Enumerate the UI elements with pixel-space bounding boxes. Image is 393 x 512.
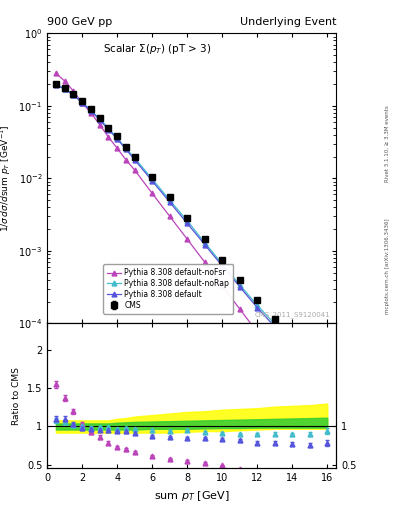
Pythia 8.308 default	[150, 178, 154, 184]
Pythia 8.308 default	[272, 324, 277, 330]
Legend: Pythia 8.308 default-noFsr, Pythia 8.308 default-noRap, Pythia 8.308 default, CM: Pythia 8.308 default-noFsr, Pythia 8.308…	[103, 264, 233, 314]
Pythia 8.308 default-noRap	[115, 135, 119, 141]
Pythia 8.308 default	[88, 108, 93, 114]
Pythia 8.308 default-noRap	[106, 125, 111, 132]
Pythia 8.308 default-noRap	[123, 145, 128, 152]
Pythia 8.308 default	[132, 157, 137, 163]
Pythia 8.308 default-noFsr	[132, 167, 137, 173]
Pythia 8.308 default-noFsr	[185, 236, 189, 242]
Text: CMS_2011_S9120041: CMS_2011_S9120041	[255, 311, 330, 317]
Pythia 8.308 default	[123, 146, 128, 153]
Y-axis label: $1/\sigma\,d\sigma/d$sum $p_{T}$ [GeV$^{-1}$]: $1/\sigma\,d\sigma/d$sum $p_{T}$ [GeV$^{…	[0, 125, 13, 232]
Pythia 8.308 default-noRap	[53, 81, 58, 88]
Pythia 8.308 default-noRap	[71, 92, 76, 98]
Pythia 8.308 default-noRap	[255, 302, 260, 308]
Pythia 8.308 default-noRap	[220, 261, 224, 267]
Pythia 8.308 default-noRap	[167, 197, 172, 203]
Pythia 8.308 default	[71, 92, 76, 98]
Pythia 8.308 default-noFsr	[115, 145, 119, 152]
Pythia 8.308 default-noRap	[290, 339, 295, 345]
Pythia 8.308 default-noFsr	[167, 213, 172, 219]
Pythia 8.308 default-noFsr	[325, 393, 330, 399]
Pythia 8.308 default	[185, 220, 189, 226]
Text: mcplots.cern.ch [arXiv:1306.3436]: mcplots.cern.ch [arXiv:1306.3436]	[385, 219, 389, 314]
Pythia 8.308 default-noRap	[185, 218, 189, 224]
Pythia 8.308 default-noRap	[97, 116, 102, 122]
Pythia 8.308 default-noRap	[272, 321, 277, 327]
Text: Rivet 3.1.10, ≥ 3.3M events: Rivet 3.1.10, ≥ 3.3M events	[385, 105, 389, 182]
Pythia 8.308 default-noRap	[150, 176, 154, 182]
Pythia 8.308 default-noFsr	[80, 100, 84, 106]
Pythia 8.308 default	[53, 82, 58, 88]
Pythia 8.308 default-noFsr	[290, 371, 295, 377]
Pythia 8.308 default	[220, 263, 224, 269]
Pythia 8.308 default	[62, 86, 67, 92]
Line: Pythia 8.308 default-noRap: Pythia 8.308 default-noRap	[53, 82, 330, 370]
Pythia 8.308 default-noFsr	[106, 134, 111, 140]
Pythia 8.308 default-noRap	[237, 282, 242, 288]
Pythia 8.308 default-noFsr	[62, 78, 67, 84]
Pythia 8.308 default-noRap	[88, 107, 93, 113]
Pythia 8.308 default-noFsr	[150, 190, 154, 197]
Pythia 8.308 default-noRap	[202, 240, 207, 246]
Pythia 8.308 default	[106, 126, 111, 133]
Pythia 8.308 default	[325, 368, 330, 374]
Pythia 8.308 default-noFsr	[255, 329, 260, 335]
Pythia 8.308 default-noFsr	[307, 385, 312, 391]
Pythia 8.308 default	[237, 284, 242, 290]
Y-axis label: Ratio to CMS: Ratio to CMS	[12, 367, 21, 425]
Pythia 8.308 default-noFsr	[123, 157, 128, 163]
Pythia 8.308 default	[255, 305, 260, 311]
Pythia 8.308 default-noRap	[132, 155, 137, 161]
Text: Scalar $\Sigma(p_{T})$ (pT > 3): Scalar $\Sigma(p_{T})$ (pT > 3)	[103, 42, 211, 56]
Line: Pythia 8.308 default: Pythia 8.308 default	[53, 82, 330, 374]
Pythia 8.308 default-noFsr	[237, 306, 242, 312]
Text: 900 GeV pp: 900 GeV pp	[47, 16, 112, 27]
Pythia 8.308 default-noFsr	[220, 283, 224, 289]
Pythia 8.308 default	[80, 100, 84, 106]
X-axis label: sum $p_{T}$ [GeV]: sum $p_{T}$ [GeV]	[154, 489, 230, 503]
Pythia 8.308 default-noFsr	[88, 110, 93, 116]
Text: Underlying Event: Underlying Event	[239, 16, 336, 27]
Pythia 8.308 default-noFsr	[97, 121, 102, 127]
Pythia 8.308 default	[290, 342, 295, 348]
Pythia 8.308 default-noFsr	[202, 259, 207, 265]
Line: Pythia 8.308 default-noFsr: Pythia 8.308 default-noFsr	[53, 71, 330, 398]
Pythia 8.308 default	[115, 136, 119, 142]
Pythia 8.308 default	[307, 358, 312, 365]
Pythia 8.308 default-noFsr	[53, 70, 58, 76]
Pythia 8.308 default-noRap	[62, 86, 67, 92]
Pythia 8.308 default-noRap	[325, 364, 330, 370]
Pythia 8.308 default-noFsr	[272, 351, 277, 357]
Pythia 8.308 default-noRap	[307, 354, 312, 360]
Pythia 8.308 default	[97, 117, 102, 123]
Pythia 8.308 default	[202, 242, 207, 248]
Pythia 8.308 default	[167, 199, 172, 205]
Pythia 8.308 default-noRap	[80, 99, 84, 105]
Pythia 8.308 default-noFsr	[71, 88, 76, 94]
